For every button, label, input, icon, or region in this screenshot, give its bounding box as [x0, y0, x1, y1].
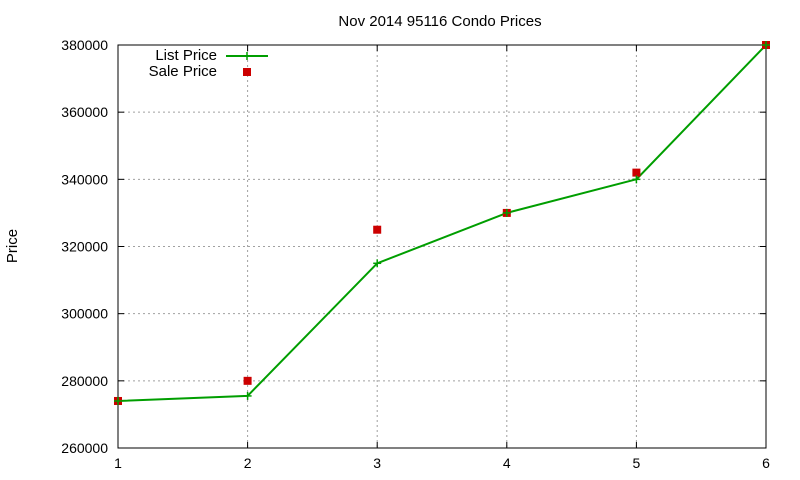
y-tick-label: 280000	[61, 373, 108, 389]
legend-marker-list-price	[243, 52, 251, 60]
legend-key-sale-price	[243, 68, 251, 76]
list-price-point	[373, 259, 382, 268]
chart-title: Nov 2014 95116 Condo Prices	[338, 13, 541, 30]
x-tick-label: 1	[114, 455, 122, 471]
list-price-point	[243, 391, 252, 400]
legend-label-list-price: List Price	[155, 47, 217, 64]
legend-key-list-price	[226, 52, 268, 60]
y-tick-label: 360000	[61, 104, 108, 120]
x-tick-label: 4	[503, 455, 511, 471]
y-tick-label: 380000	[61, 37, 108, 53]
list-price-point	[114, 396, 122, 405]
y-tick-label: 300000	[61, 306, 108, 322]
x-tick-label: 6	[762, 455, 770, 471]
sale-price-point	[632, 168, 641, 177]
x-tick-label: 3	[373, 455, 381, 471]
grid-lines	[118, 45, 766, 448]
list-price-point	[502, 208, 511, 217]
axis-ticks: 260000 280000 300000 320000 340000 360000 3800…	[61, 37, 770, 471]
list-price-point	[632, 175, 641, 184]
y-tick-label: 260000	[61, 440, 108, 456]
y-axis-label: Price	[4, 229, 21, 263]
sale-price-point	[243, 376, 252, 385]
y-tick-label: 340000	[61, 171, 108, 187]
y-tick-label: 320000	[61, 239, 108, 255]
legend-label-sale-price: Sale Price	[149, 63, 217, 80]
list-price-line	[117, 44, 767, 402]
legend: List Price Sale Price	[149, 47, 268, 80]
x-tick-label: 5	[633, 455, 641, 471]
x-tick-label: 2	[244, 455, 252, 471]
series-layer	[114, 41, 770, 405]
list-price-point	[762, 41, 770, 49]
legend-marker-sale-price	[243, 68, 251, 76]
sale-price-point	[373, 225, 382, 234]
